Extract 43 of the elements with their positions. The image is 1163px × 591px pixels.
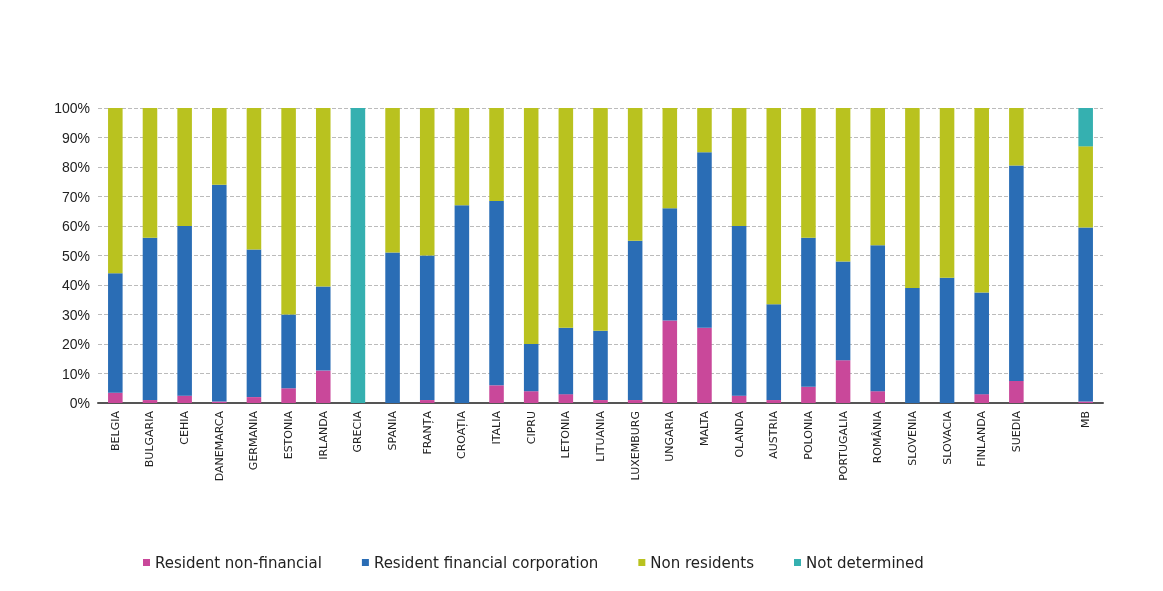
x-tick-label: LETONIA bbox=[559, 410, 573, 459]
x-tick-label: SPANIA bbox=[386, 410, 400, 451]
legend-label: Resident non-financial bbox=[155, 553, 322, 572]
x-tick-label: IRLANDA bbox=[316, 410, 330, 460]
y-tick-label: 0% bbox=[69, 395, 90, 411]
legend-label: Resident financial corporation bbox=[373, 553, 599, 572]
x-tick-label: LUXEMBURG bbox=[628, 411, 642, 481]
x-tick-label: CEHIA bbox=[178, 410, 192, 445]
x-tick-label: SLOVACIA bbox=[940, 410, 954, 465]
y-tick-label: 70% bbox=[61, 188, 90, 205]
y-tick-label: 10% bbox=[61, 365, 90, 382]
x-tick-label: ESTONIA bbox=[282, 410, 296, 460]
x-tick-label: FINLANDA bbox=[975, 410, 989, 467]
x-tick-label: FRANȚA bbox=[420, 410, 434, 455]
x-tick-label: ROMÂNIA bbox=[871, 410, 885, 464]
x-tick-label: POLONIA bbox=[801, 410, 815, 460]
x-tick-label: AUSTRIA bbox=[767, 410, 781, 459]
y-tick-label: 30% bbox=[61, 306, 90, 323]
x-tick-label: CIPRU bbox=[524, 411, 538, 445]
x-tick-label: SLOVENIA bbox=[905, 410, 919, 466]
y-tick-label: 50% bbox=[61, 247, 90, 264]
legend-label: Non residents bbox=[650, 553, 755, 572]
y-tick-label: 90% bbox=[61, 129, 90, 146]
x-tick-label: GERMANIA bbox=[247, 410, 261, 471]
x-tick-label: CROAȚIA bbox=[455, 410, 469, 459]
y-tick-label: 80% bbox=[61, 159, 90, 175]
x-tick-label: OLANDA bbox=[732, 410, 746, 458]
x-tick-label: PORTUGALIA bbox=[836, 410, 850, 481]
x-tick-label: SUEDIA bbox=[1009, 410, 1023, 453]
x-tick-label: BELGIA bbox=[108, 410, 122, 451]
x-tick-label: MB bbox=[1079, 411, 1093, 429]
y-tick-label: 40% bbox=[61, 277, 90, 293]
x-tick-label: GRECIA bbox=[351, 410, 365, 453]
y-tick-label: 20% bbox=[61, 336, 90, 352]
x-tick-label: LITUANIA bbox=[594, 410, 607, 462]
x-tick-label: ITALIA bbox=[490, 410, 504, 445]
y-tick-label: 60% bbox=[61, 218, 90, 234]
x-tick-label: MALTA bbox=[697, 410, 711, 447]
x-tick-label: BULGARIA bbox=[143, 410, 157, 468]
y-tick-label: 100% bbox=[54, 100, 90, 116]
x-tick-label: DANEMARCA bbox=[212, 410, 226, 482]
x-tick-label: UNGARIA bbox=[663, 410, 677, 462]
legend-label: Not determined bbox=[806, 553, 924, 572]
